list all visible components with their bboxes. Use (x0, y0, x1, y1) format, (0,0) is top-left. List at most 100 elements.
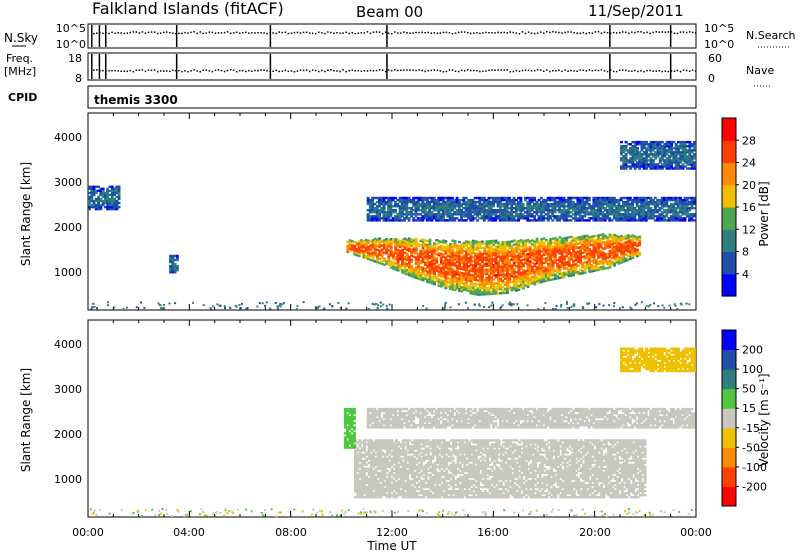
power-cell (117, 193, 121, 197)
velocity-cell (176, 509, 179, 512)
power-cell (113, 191, 116, 195)
power-cell (482, 219, 486, 222)
power-cell (498, 215, 502, 218)
power-cell (500, 306, 503, 309)
power-cell (421, 272, 425, 276)
power-cell (412, 243, 416, 246)
nsky-strip-frame (87, 23, 697, 49)
freq-point (172, 69, 174, 72)
power-cell (421, 278, 425, 282)
power-cell (490, 278, 493, 281)
power-cell (642, 151, 646, 154)
power-cell (535, 239, 539, 243)
power-cell (110, 207, 114, 211)
power-cell (667, 159, 671, 162)
power-cell (396, 255, 400, 258)
power-cell (117, 195, 121, 199)
power-cell (651, 213, 655, 216)
power-cell (473, 205, 477, 208)
power-cell (476, 254, 480, 258)
power-cell (585, 211, 589, 214)
power-cell (371, 211, 375, 214)
power-cell (433, 244, 436, 247)
power-cell (528, 211, 532, 214)
power-cell (547, 258, 550, 262)
power-cell (579, 258, 582, 261)
power-cell (503, 261, 507, 264)
power-cell (690, 161, 694, 164)
power-cell (530, 196, 534, 200)
power-cell (423, 273, 427, 276)
power-cell (594, 219, 598, 222)
power-cell (567, 252, 571, 255)
freq-point (400, 69, 402, 71)
power-cell (631, 217, 634, 220)
power-cell (380, 250, 384, 253)
power-cell (685, 302, 688, 305)
power-cell (656, 155, 660, 158)
power-cell (371, 243, 375, 246)
power-cell (496, 217, 500, 220)
power-cell (581, 196, 584, 200)
power-cell (414, 205, 418, 208)
power-cell (565, 244, 569, 248)
power-cell (462, 262, 466, 265)
power-cell (578, 205, 582, 208)
freq-point (652, 70, 654, 72)
power-cell (521, 215, 525, 218)
power-cell (633, 167, 637, 170)
power-cell (449, 247, 452, 250)
power-cell (638, 211, 641, 214)
power-cell (660, 211, 664, 214)
power-cell (430, 207, 434, 210)
nsky-point (348, 32, 350, 35)
power-cell (562, 198, 566, 202)
power-cell (685, 200, 689, 204)
power-cell (661, 145, 664, 148)
power-cell (526, 213, 530, 216)
velocity-cell (91, 512, 94, 515)
power-cell (512, 255, 516, 259)
power-cell (503, 265, 507, 268)
power-cell (560, 258, 564, 261)
power-cell (533, 256, 537, 260)
power-cell (106, 193, 110, 197)
velocity-cell (360, 469, 364, 473)
power-cell (669, 205, 673, 208)
power-cell (588, 302, 591, 305)
power-cell (547, 250, 550, 253)
velocity-cell (340, 509, 343, 512)
freq-point (220, 69, 223, 72)
power-cell (401, 244, 404, 248)
power-cell (435, 239, 439, 242)
freq-point (369, 69, 372, 72)
velocity-cell (358, 453, 362, 456)
power-cell (487, 196, 491, 200)
velocity-cell (365, 457, 369, 460)
power-cell (546, 196, 550, 200)
power-cell (444, 213, 448, 216)
power-cell (432, 196, 436, 200)
power-cell (499, 288, 503, 291)
power-cell (394, 246, 398, 249)
power-cell (453, 217, 457, 220)
power-cell (437, 268, 441, 271)
power-cell (674, 213, 678, 216)
power-cell (269, 307, 272, 310)
power-cell (229, 306, 232, 309)
power-cell (442, 265, 446, 269)
power-cell (508, 287, 512, 290)
power-cell (115, 189, 119, 192)
velocity-cell (557, 508, 560, 511)
power-cell (679, 161, 683, 164)
power-cell (503, 277, 507, 280)
velocity-cell (503, 509, 506, 512)
power-cell (412, 202, 416, 206)
power-cell (428, 240, 432, 244)
power-cell (549, 202, 552, 206)
power-cell (645, 157, 648, 160)
nsky-point (193, 31, 195, 33)
power-cell (465, 260, 468, 263)
power-cell (398, 256, 402, 259)
